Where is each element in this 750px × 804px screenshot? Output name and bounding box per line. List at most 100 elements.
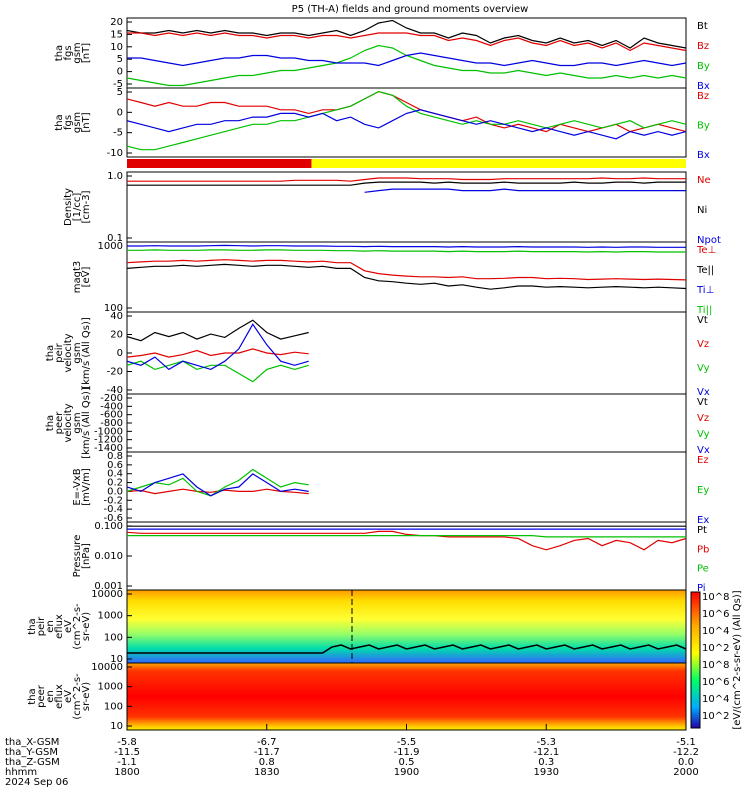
x-row-label: tha_Y-GSM [5,747,58,758]
y-axis-label: [nT] [81,43,92,63]
series-line-bt [126,19,687,49]
y-axis-label: en [45,690,56,703]
legend-entry: Ti⊥ [696,285,714,296]
y-tick-label: -1400 [94,443,123,454]
mode-bar-segment-0 [127,159,312,168]
legend-entry: Vt [697,397,708,408]
series-line-pe [127,534,686,538]
y-axis-label: gsm [72,42,83,63]
x-tick-label: 2000 [673,767,698,778]
y-tick-label: 100 [104,701,123,712]
y-tick-label: 1000 [98,682,123,693]
x-tick-label: 0.5 [399,757,415,768]
y-tick-label: 0.100 [94,521,123,532]
x-tick-label: -11.5 [114,747,140,758]
y-axis-label: tha [54,114,65,130]
y-axis-label: sr-eV) [81,612,92,641]
colorbar-tick-label: 10^4 [702,626,729,637]
y-tick-label: -1000 [94,426,123,437]
y-axis-label: (cm^2-s- [72,603,83,650]
x-tick-label: -5.5 [397,737,417,748]
colorbar-label: [eV/(cm^2-s-sr-eV) (All Qs)] [732,590,743,729]
colorbar-tick-label: 10^6 [702,677,729,688]
series-line-ne [127,177,686,182]
y-tick-label: 0 [117,67,123,78]
y-tick-label: 15 [110,29,123,40]
legend-entry: Pt [697,525,707,536]
x-tick-label: -12.1 [533,747,559,758]
y-axis-label: [eV] [81,267,92,288]
y-tick-label: 10 [110,654,123,665]
x-tick-label: -5.8 [117,737,137,748]
panel-9: 10000 1000 100 10 thapeirenefluxeV(cm^2-s-sr… [27,589,687,665]
x-tick-label: 1800 [114,767,139,778]
panel-7: 0.80.60.40.20.0-0.2-0.4-0.6 E=-VxB[mV/m] E… [72,451,709,526]
y-axis-label: tha [45,415,56,431]
y-axis-label: [cm-3] [81,190,92,223]
y-axis-label: sr-eV) [81,682,92,711]
y-tick-label: 1000 [98,611,123,622]
y-tick-label: -5 [113,128,123,139]
y-axis-label: [1/cc] [72,193,83,222]
y-tick-label: 0.6 [107,460,123,471]
y-tick-label: 20 [110,17,123,28]
y-tick-label: -800 [100,418,123,429]
y-axis-label: tha [27,688,38,704]
panel-frame [126,87,687,158]
legend-entry: Ez [697,455,709,466]
y-axis-label: velocity [63,403,74,442]
y-axis-label: tha [54,45,65,61]
panel-10: 10000 1000 100 10 thapeerenefluxeV(cm^2-s-sr… [27,662,687,732]
y-tick-label: -1200 [94,435,123,446]
y-tick-label: -600 [100,410,123,421]
legend-entry: Bx [697,150,710,161]
y-tick-label: 0 [117,107,123,118]
colorbar-tick-label: 10^2 [702,711,729,722]
panel-6: -200-400-600-800-1000-1200-1400 thapeerve… [45,387,710,459]
heatmap-field [127,663,686,730]
y-tick-label: 5 [117,54,123,65]
y-tick-label: 40 [110,311,123,322]
series-line-ni [127,181,686,186]
y-axis-label: [nPa] [81,543,92,569]
y-axis-label: en [45,620,56,633]
panel-frame [126,451,687,523]
panel-frame [126,241,687,313]
y-tick-label: -10 [107,148,123,159]
legend-entry: Te|| [696,265,714,276]
plot-title: P5 (TH-A) fields and ground moments over… [292,4,529,15]
colorbar-tick-label: 10^8 [702,660,729,671]
series-line-bx [126,109,687,140]
legend-entry: Vx [697,387,710,398]
x-row-label: hhmm [5,767,37,778]
y-tick-label: -400 [100,401,123,412]
y-tick-label: 10000 [91,589,123,600]
y-axis-label: eflux [54,684,65,709]
x-row-label: tha_Z-GSM [5,757,60,768]
legend-entry: Bt [697,21,708,32]
legend-entry: Ti|| [696,305,712,316]
legend-entry: Te⊥ [696,245,716,256]
colorbar-tick-label: 10^6 [702,609,729,620]
panel-3: 1.0 0.1 Density[1/cc][cm-3] Ne Ni Npot [63,171,721,246]
y-tick-label: -5 [113,79,123,90]
x-tick-label: -5.1 [676,737,696,748]
y-tick-label: 1.0 [107,171,123,182]
series-line-pb [126,530,687,551]
y-tick-label: -20 [107,367,123,378]
y-axis-label: gsm [72,342,83,363]
series-line-bz [126,90,687,133]
y-tick-label: 0.8 [107,451,123,462]
y-tick-label: -200 [100,393,123,404]
series-line-npot [364,188,686,193]
y-tick-label: 100 [104,303,123,314]
heatmap-field [127,590,686,663]
series-line-ey [126,468,309,497]
x-tick-label: 1830 [254,767,279,778]
y-axis-label: (cm^2-s- [72,673,83,720]
colorbar-scale [690,591,701,729]
